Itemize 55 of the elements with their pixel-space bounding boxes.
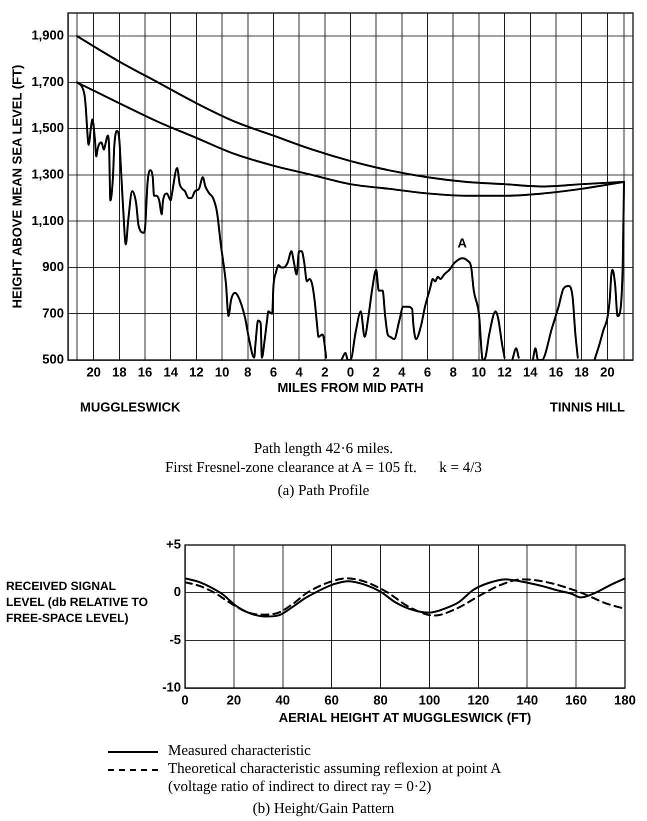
y-tick-label: -5 bbox=[169, 632, 181, 647]
legend-label: Measured characteristic bbox=[168, 742, 312, 760]
text: TINNIS HILL bbox=[550, 400, 626, 415]
x-tick-label: 140 bbox=[516, 692, 538, 708]
x-tick-label: 6 bbox=[424, 364, 432, 380]
x-tick-label: 20 bbox=[226, 692, 242, 708]
x-tick-label: 16 bbox=[548, 364, 564, 380]
text: First Fresnel-zone clearance at A = 105 ft. k = 4/3 bbox=[164, 459, 483, 478]
x-tick-label: 8 bbox=[244, 364, 252, 380]
legend-label: Theoretical characteristic assuming reflexion at point A (voltage ratio of indirect to direct ray = 0·2) bbox=[168, 760, 502, 796]
x-tick-label: 14 bbox=[523, 364, 538, 380]
x-tick-label: 12 bbox=[497, 364, 512, 380]
text: (b) Height/Gain Pattern bbox=[252, 800, 396, 819]
y-tick-label: 0 bbox=[174, 584, 181, 600]
x-axis-title: MILES FROM MID PATH bbox=[277, 380, 424, 395]
y-tick-label: 500 bbox=[42, 352, 64, 367]
x-tick-label: 4 bbox=[296, 364, 304, 380]
x-tick-label: 18 bbox=[112, 364, 127, 380]
y-tick-label: -10 bbox=[162, 680, 181, 695]
y-tick-label: 700 bbox=[42, 305, 64, 320]
y-axis-title: RECEIVED SIGNAL LEVEL (db RELATIVE TO FREE-SPACE LEVEL) bbox=[6, 578, 150, 626]
x-tick-label: 40 bbox=[276, 692, 290, 708]
text: (a) Path Profile bbox=[276, 482, 370, 501]
x-tick-label: 20 bbox=[86, 364, 101, 380]
x-tick-label: 18 bbox=[574, 364, 589, 380]
x-tick-label: 0 bbox=[346, 364, 354, 380]
x-tick-label: 2 bbox=[372, 364, 380, 380]
x-tick-label: 8 bbox=[450, 364, 457, 380]
y-tick-label: 1,900 bbox=[31, 28, 64, 43]
x-tick-label: 160 bbox=[565, 692, 587, 708]
x-tick-label: 10 bbox=[472, 364, 486, 380]
x-tick-label: 2 bbox=[321, 364, 328, 380]
x-axis-title: AERIAL HEIGHT AT MUGGLESWICK (FT) bbox=[278, 710, 532, 725]
x-tick-label: 6 bbox=[270, 364, 278, 380]
x-tick-label: 100 bbox=[418, 692, 440, 708]
y-tick-label: 1,500 bbox=[31, 120, 64, 136]
x-tick-label: 12 bbox=[189, 364, 204, 380]
x-tick-label: 16 bbox=[138, 364, 152, 380]
y-tick-label: +5 bbox=[166, 536, 181, 552]
x-tick-label: 120 bbox=[467, 692, 490, 708]
text: MUGGLESWICK bbox=[80, 400, 181, 415]
y-tick-label: 1,300 bbox=[31, 166, 64, 182]
y-tick-label: 1,700 bbox=[31, 74, 64, 89]
y-axis-title: HEIGHT ABOVE MEAN SEA LEVEL (FT) bbox=[9, 64, 24, 308]
y-tick-label: 1,100 bbox=[31, 212, 64, 228]
x-tick-label: 60 bbox=[324, 692, 339, 708]
x-tick-label: 80 bbox=[373, 692, 388, 708]
y-tick-label: 900 bbox=[42, 259, 64, 274]
x-tick-label: 4 bbox=[398, 364, 406, 380]
annotation: A bbox=[458, 235, 468, 250]
x-tick-label: 10 bbox=[214, 364, 230, 380]
x-tick-label: 180 bbox=[614, 692, 636, 708]
x-tick-label: 20 bbox=[600, 364, 615, 380]
x-tick-label: 14 bbox=[163, 364, 179, 380]
text: Path length 42·6 miles. bbox=[252, 440, 394, 459]
